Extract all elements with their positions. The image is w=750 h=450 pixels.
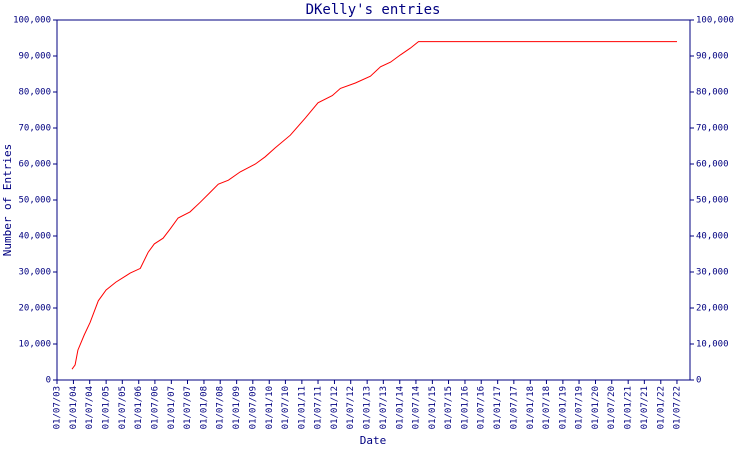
y-tick-label: 10,000 — [18, 340, 51, 350]
x-axis-title: Date — [360, 434, 387, 447]
y2-tick-label: 70,000 — [696, 124, 729, 134]
x-tick-label: 01/07/13 — [379, 386, 389, 429]
x-tick-label: 01/01/16 — [460, 386, 470, 429]
y2-tick-label: 40,000 — [696, 232, 729, 242]
y2-tick-label: 20,000 — [696, 304, 729, 314]
x-tick-label: 01/07/12 — [346, 386, 356, 429]
x-tick-label: 01/01/08 — [199, 386, 209, 429]
x-tick-label: 01/07/19 — [575, 386, 585, 429]
x-tick-label: 01/07/09 — [248, 386, 258, 429]
x-tick-label: 01/07/20 — [607, 386, 617, 429]
x-tick-label: 01/01/11 — [297, 386, 307, 429]
chart-title: DKelly's entries — [306, 2, 441, 18]
x-tick-label: 01/01/05 — [102, 386, 112, 429]
data-line — [71, 41, 677, 370]
y-tick-label: 100,000 — [13, 16, 51, 26]
y-tick-label: 60,000 — [18, 160, 51, 170]
x-tick-label: 01/01/14 — [395, 386, 405, 429]
y2-tick-label: 10,000 — [696, 340, 729, 350]
x-tick-label: 01/01/21 — [624, 386, 634, 429]
x-tick-label: 01/07/22 — [672, 386, 682, 429]
x-tick-label: 01/07/07 — [183, 386, 193, 429]
x-tick-label: 01/07/10 — [281, 386, 291, 429]
y-tick-label: 80,000 — [18, 88, 51, 98]
x-tick-label: 01/07/15 — [444, 386, 454, 429]
y2-tick-label: 50,000 — [696, 196, 729, 206]
x-tick-label: 01/01/10 — [265, 386, 275, 429]
y-tick-label: 70,000 — [18, 124, 51, 134]
x-tick-label: 01/07/11 — [314, 386, 324, 429]
x-tick-label: 01/01/20 — [591, 386, 601, 429]
y-tick-label: 0 — [46, 376, 51, 386]
x-tick-label: 01/01/18 — [526, 386, 536, 429]
x-tick-label: 01/07/21 — [640, 386, 650, 429]
y2-tick-label: 100,000 — [696, 16, 734, 26]
x-tick-label: 01/01/13 — [363, 386, 373, 429]
y2-tick-label: 90,000 — [696, 52, 729, 62]
y2-tick-label: 60,000 — [696, 160, 729, 170]
x-tick-label: 01/07/17 — [509, 386, 519, 429]
x-tick-label: 01/07/16 — [477, 386, 487, 429]
x-tick-label: 01/01/09 — [232, 386, 242, 429]
x-tick-label: 01/07/05 — [118, 386, 128, 429]
y-tick-label: 30,000 — [18, 268, 51, 278]
y-tick-label: 50,000 — [18, 196, 51, 206]
x-tick-label: 01/07/06 — [150, 386, 160, 429]
plot-frame — [56, 19, 691, 381]
x-tick-label: 01/07/14 — [411, 386, 421, 429]
x-tick-label: 01/07/03 — [53, 386, 63, 429]
x-tick-label: 01/01/17 — [493, 386, 503, 429]
x-tick-label: 01/01/04 — [69, 386, 79, 429]
x-tick-label: 01/07/18 — [542, 386, 552, 429]
x-tick-label: 01/07/08 — [216, 386, 226, 429]
y2-tick-label: 0 — [696, 376, 701, 386]
x-tick-label: 01/01/12 — [330, 386, 340, 429]
y-tick-label: 40,000 — [18, 232, 51, 242]
x-tick-label: 01/01/07 — [167, 386, 177, 429]
x-tick-label: 01/07/04 — [85, 386, 95, 429]
y2-tick-label: 30,000 — [696, 268, 729, 278]
y-tick-label: 20,000 — [18, 304, 51, 314]
y-axis-title: Number of Entries — [1, 144, 14, 257]
x-tick-label: 01/01/19 — [558, 386, 568, 429]
x-tick-label: 01/01/06 — [134, 386, 144, 429]
x-tick-label: 01/01/15 — [428, 386, 438, 429]
y-tick-label: 90,000 — [18, 52, 51, 62]
x-tick-label: 01/01/22 — [656, 386, 666, 429]
y2-tick-label: 80,000 — [696, 88, 729, 98]
